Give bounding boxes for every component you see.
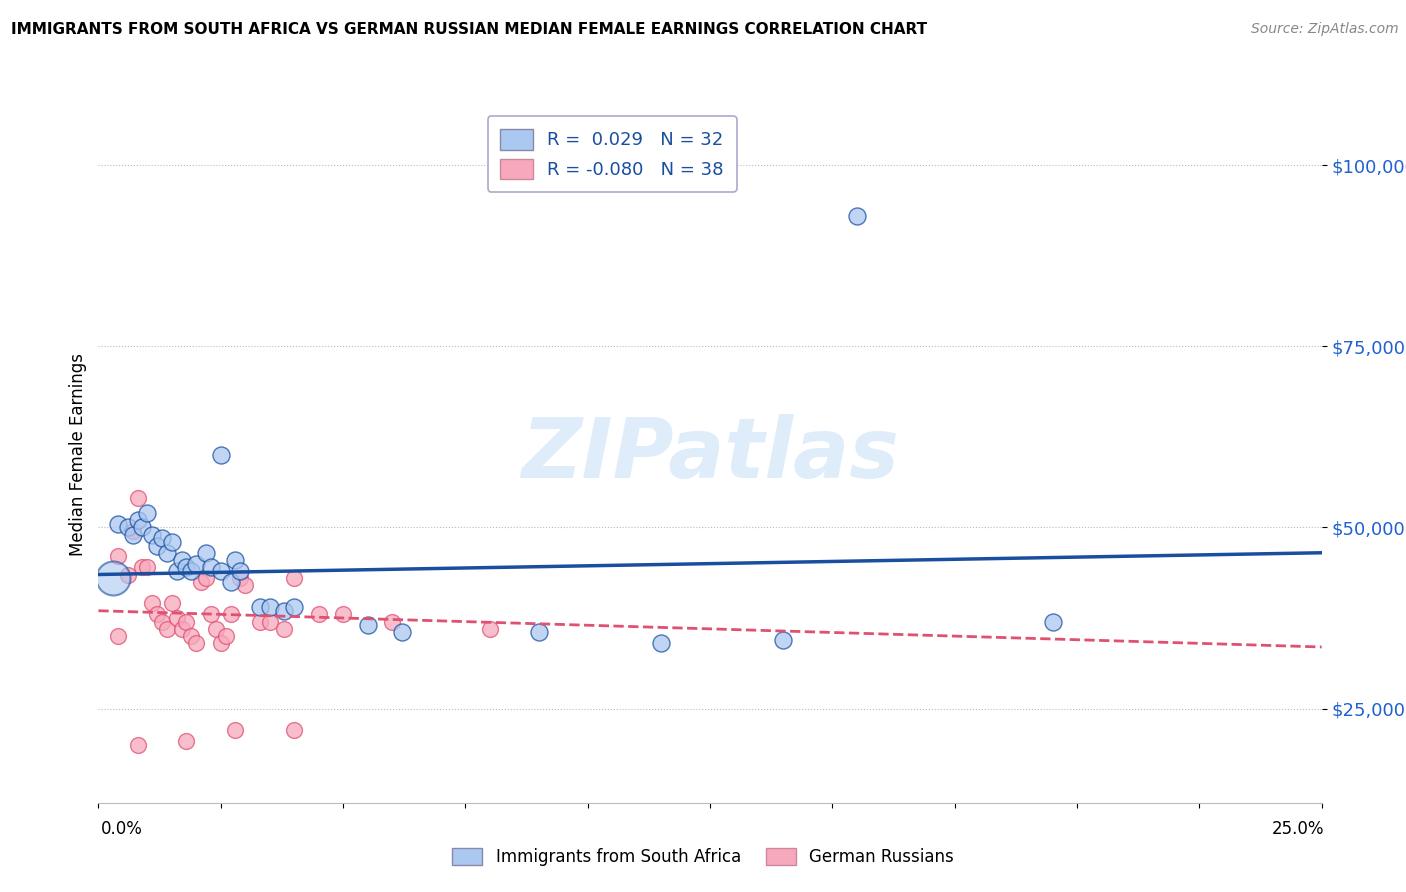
Point xyxy=(224,723,246,738)
Point xyxy=(527,625,550,640)
Point xyxy=(205,622,228,636)
Text: 25.0%: 25.0% xyxy=(1272,820,1324,838)
Point xyxy=(176,734,198,748)
Point xyxy=(176,615,198,629)
Point xyxy=(233,578,256,592)
Legend: R =  0.029   N = 32, R = -0.080   N = 38: R = 0.029 N = 32, R = -0.080 N = 38 xyxy=(488,116,737,192)
Point xyxy=(209,636,232,650)
Text: IMMIGRANTS FROM SOUTH AFRICA VS GERMAN RUSSIAN MEDIAN FEMALE EARNINGS CORRELATIO: IMMIGRANTS FROM SOUTH AFRICA VS GERMAN R… xyxy=(11,22,928,37)
Point xyxy=(283,571,305,585)
Point xyxy=(150,531,173,545)
Point xyxy=(249,615,271,629)
Point xyxy=(107,549,129,564)
Point xyxy=(219,574,242,589)
Point xyxy=(391,625,413,640)
Text: Source: ZipAtlas.com: Source: ZipAtlas.com xyxy=(1251,22,1399,37)
Point xyxy=(273,604,295,618)
Point xyxy=(141,527,163,541)
Point xyxy=(180,629,202,643)
Point xyxy=(381,615,404,629)
Point xyxy=(259,615,281,629)
Point xyxy=(273,622,295,636)
Point xyxy=(136,506,159,520)
Point xyxy=(170,553,193,567)
Point xyxy=(101,571,124,585)
Point xyxy=(224,553,246,567)
Point xyxy=(146,539,169,553)
Point xyxy=(195,546,218,560)
Point xyxy=(259,600,281,615)
Point xyxy=(283,600,305,615)
Y-axis label: Median Female Earnings: Median Female Earnings xyxy=(69,353,87,557)
Point xyxy=(209,448,232,462)
Point xyxy=(146,607,169,622)
Point xyxy=(772,632,794,647)
Point xyxy=(332,607,354,622)
Point xyxy=(121,524,143,538)
Point xyxy=(156,622,179,636)
Point xyxy=(845,209,868,223)
Legend: Immigrants from South Africa, German Russians: Immigrants from South Africa, German Rus… xyxy=(446,841,960,873)
Text: ZIPatlas: ZIPatlas xyxy=(522,415,898,495)
Point xyxy=(131,520,153,534)
Point xyxy=(131,560,153,574)
Point xyxy=(249,600,271,615)
Point xyxy=(166,564,188,578)
Point xyxy=(160,597,183,611)
Point xyxy=(141,597,163,611)
Point xyxy=(195,571,218,585)
Point xyxy=(117,567,139,582)
Point xyxy=(127,513,149,527)
Point xyxy=(356,618,378,632)
Point xyxy=(200,607,222,622)
Point xyxy=(478,622,501,636)
Point xyxy=(166,611,188,625)
Point xyxy=(121,527,143,541)
Point xyxy=(117,520,139,534)
Point xyxy=(127,491,149,506)
Point xyxy=(186,636,208,650)
Point xyxy=(136,560,159,574)
Point xyxy=(156,546,179,560)
Point xyxy=(219,607,242,622)
Point xyxy=(107,516,129,531)
Point xyxy=(229,571,252,585)
Point xyxy=(190,574,212,589)
Point xyxy=(176,560,198,574)
Point xyxy=(308,607,330,622)
Point xyxy=(214,629,236,643)
Point xyxy=(229,564,252,578)
Point xyxy=(170,622,193,636)
Point xyxy=(200,560,222,574)
Point xyxy=(283,723,305,738)
Point xyxy=(180,564,202,578)
Point xyxy=(127,738,149,752)
Point xyxy=(650,636,672,650)
Point xyxy=(1042,615,1064,629)
Point xyxy=(209,564,232,578)
Point xyxy=(107,629,129,643)
Point xyxy=(186,557,208,571)
Point xyxy=(160,534,183,549)
Point xyxy=(150,615,173,629)
Text: 0.0%: 0.0% xyxy=(101,820,143,838)
